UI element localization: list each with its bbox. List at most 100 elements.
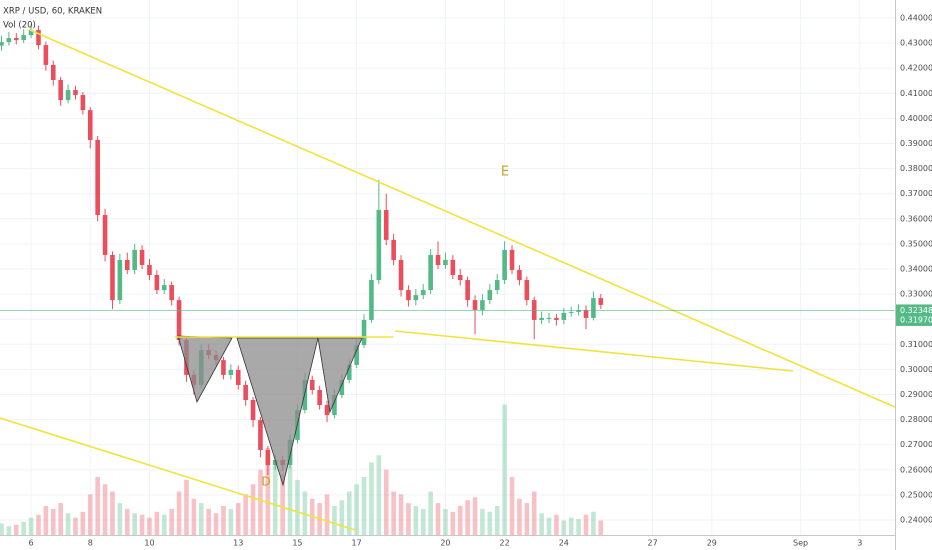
volume-bar xyxy=(50,508,56,535)
candle-body xyxy=(73,90,78,96)
drawings xyxy=(0,29,896,531)
y-tick-label: 0.34000 xyxy=(900,264,932,273)
candle-body xyxy=(517,269,522,281)
volume-bar xyxy=(161,514,167,535)
volume-bar xyxy=(369,462,374,535)
candle-body xyxy=(598,298,604,305)
volume-bar xyxy=(6,526,12,535)
volume-bar xyxy=(117,503,123,535)
candle-body xyxy=(376,210,382,281)
volume-bar xyxy=(517,498,522,535)
candle-body xyxy=(428,254,433,291)
volume-bar xyxy=(568,517,574,535)
y-tick-label: 0.36000 xyxy=(900,214,932,223)
volume-bar xyxy=(583,514,589,535)
candle-body xyxy=(502,249,507,281)
volume-bar xyxy=(235,503,241,535)
candle-body xyxy=(554,317,559,320)
volume-bar xyxy=(524,503,530,535)
volume-bar xyxy=(376,455,382,535)
volume-bar xyxy=(391,491,396,535)
candle-body xyxy=(87,110,93,140)
price-label-box xyxy=(896,313,932,326)
candle-body xyxy=(546,317,552,319)
candle-body xyxy=(58,79,63,101)
candle-body xyxy=(339,379,345,395)
candle-body xyxy=(221,360,226,375)
volume-bar xyxy=(591,511,596,535)
x-tick-label: 24 xyxy=(559,539,569,548)
volume-bar xyxy=(102,484,108,535)
head xyxy=(236,337,319,487)
price-label: 0.31970 xyxy=(900,315,932,324)
axes: 0.24000 0.25000 0.26000 0.27000 0.28000 0.290… xyxy=(0,13,932,548)
volume-bar xyxy=(420,508,426,535)
volume-bar xyxy=(36,514,41,535)
volume-bar xyxy=(539,513,544,535)
candle-body xyxy=(95,139,100,216)
volume-bar xyxy=(383,469,389,535)
candle-body xyxy=(561,312,567,320)
candle-body xyxy=(539,317,544,320)
candle-body xyxy=(346,364,352,380)
candle-body xyxy=(228,369,234,375)
y-tick-label: 0.31000 xyxy=(900,340,932,349)
symbol-title: XRP / USD, 60, KRAKEN xyxy=(3,7,102,17)
volume-bar xyxy=(554,514,559,535)
x-tick-label: 6 xyxy=(29,539,34,548)
volume-bar xyxy=(132,513,137,535)
y-tick-label: 0.25000 xyxy=(900,490,932,499)
volume-bar xyxy=(184,479,189,535)
volume-bar xyxy=(302,491,308,535)
volume-bar xyxy=(169,508,174,535)
volume-bar xyxy=(139,514,145,535)
volume-bar xyxy=(487,511,493,535)
x-tick-label: 20 xyxy=(440,539,450,548)
candle-body xyxy=(524,280,530,301)
volume-bar xyxy=(243,494,248,535)
volume-bar xyxy=(546,517,552,535)
trend-line xyxy=(29,29,896,408)
volume-bar xyxy=(287,465,293,535)
price-label-box xyxy=(896,304,932,317)
volume-bar xyxy=(435,503,441,535)
candle-body xyxy=(391,239,396,260)
candle-body xyxy=(443,259,448,265)
candles xyxy=(0,24,604,475)
volume-bar xyxy=(250,484,256,535)
candle-body xyxy=(117,259,123,301)
x-tick-label: Sep xyxy=(793,539,808,548)
volume-bar xyxy=(413,506,419,535)
volume-bar xyxy=(95,477,100,535)
volume-bar xyxy=(228,508,234,535)
candle-body xyxy=(487,290,493,301)
volume-bar xyxy=(272,462,278,535)
candle-body xyxy=(383,210,389,240)
price-label: 0.32348 xyxy=(900,306,932,315)
candle-body xyxy=(43,45,49,65)
candle-body xyxy=(309,379,315,390)
y-tick-label: 0.37000 xyxy=(900,189,932,198)
x-tick-label: 29 xyxy=(707,539,717,548)
volume-bar xyxy=(80,511,86,535)
x-tick-label: 27 xyxy=(648,539,658,548)
volume-bar xyxy=(154,511,160,535)
candle-body xyxy=(21,35,26,41)
candle-body xyxy=(583,309,589,318)
volume-bar xyxy=(176,491,182,535)
y-tick-label: 0.35000 xyxy=(900,239,932,248)
candle-body xyxy=(568,311,574,313)
volume-bar xyxy=(198,503,204,535)
trend-line xyxy=(0,417,356,531)
candle-body xyxy=(265,449,271,466)
candle-body xyxy=(139,249,145,265)
volume-bar xyxy=(332,506,337,535)
candle-body xyxy=(369,280,374,320)
candle-body xyxy=(591,298,596,318)
volume-bar xyxy=(191,498,197,535)
volume-bar xyxy=(87,494,93,535)
x-tick-label: 3 xyxy=(857,539,862,548)
volume-label: Vol (20) xyxy=(3,21,36,31)
y-tick-label: 0.33000 xyxy=(900,290,932,299)
x-tick-label: 8 xyxy=(88,539,93,548)
